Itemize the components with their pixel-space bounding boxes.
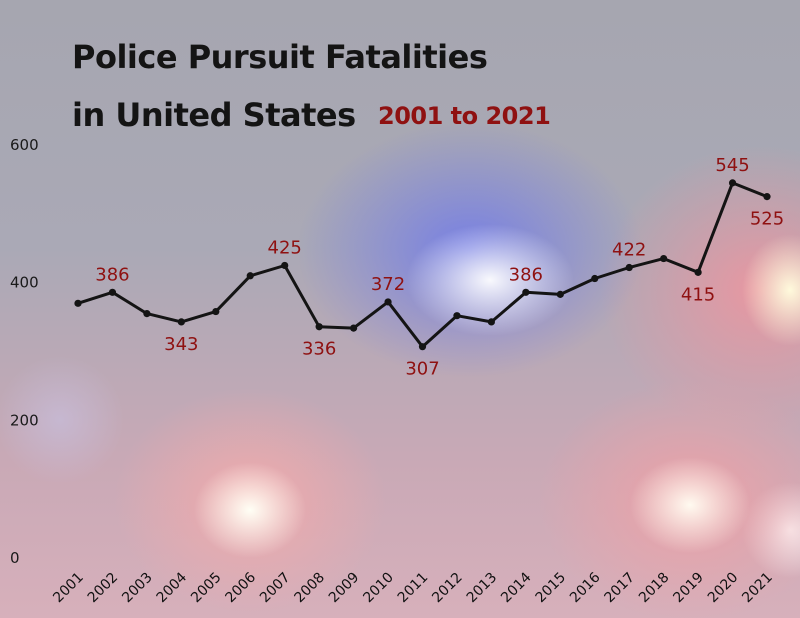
data-point: [660, 254, 668, 263]
x-tick-label: 2014: [498, 569, 535, 606]
data-label: 372: [371, 274, 405, 295]
data-point: [694, 268, 702, 276]
chart-title-line1: Police Pursuit Fatalities: [72, 38, 488, 76]
data-point: [384, 298, 392, 306]
data-label: 545: [715, 155, 749, 176]
data-point: [281, 261, 289, 270]
x-tick-label: 2009: [326, 570, 363, 607]
x-tick-label: 2016: [567, 569, 604, 606]
data-point: [763, 193, 771, 201]
x-tick-label: 2003: [119, 570, 156, 607]
data-point: [212, 307, 220, 316]
y-tick-label: 0: [10, 549, 20, 567]
y-tick-label: 200: [10, 411, 39, 429]
x-tick-label: 2020: [705, 570, 742, 607]
x-tick-label: 2010: [360, 570, 397, 607]
y-tick-label: 600: [10, 136, 39, 154]
data-point: [108, 288, 117, 296]
x-tick-label: 2019: [670, 570, 707, 607]
x-tick-label: 2017: [602, 570, 639, 607]
data-label: 386: [95, 264, 129, 285]
data-point: [728, 179, 737, 187]
chart-title-line2: in United States: [72, 96, 356, 134]
x-tick-label: 2018: [636, 570, 673, 607]
data-label: 343: [164, 334, 198, 355]
x-tick-label: 2021: [739, 570, 776, 607]
data-label: 336: [302, 339, 336, 360]
x-tick-label: 2001: [50, 570, 87, 607]
data-label: 307: [405, 359, 439, 380]
x-tick-label: 2012: [429, 570, 466, 607]
data-label: 386: [509, 264, 543, 285]
x-tick-label: 2004: [154, 569, 191, 606]
x-tick-label: 2007: [257, 570, 294, 607]
data-point: [143, 310, 151, 318]
data-label: 525: [750, 209, 784, 230]
data-point: [591, 274, 599, 283]
y-tick-label: 400: [10, 274, 39, 292]
data-label: 422: [612, 240, 646, 261]
data-label: 415: [681, 284, 715, 305]
data-point: [315, 323, 323, 331]
data-point: [418, 343, 427, 351]
data-point: [246, 272, 254, 280]
data-point: [74, 299, 82, 307]
x-tick-label: 2008: [291, 570, 328, 607]
x-tick-label: 2002: [85, 570, 122, 607]
data-point: [625, 263, 633, 272]
data-labels: 386 343 425 336 372 307 386 422 415 545 525: [95, 155, 784, 380]
data-point: [487, 318, 495, 326]
y-axis: 0 200 400 600: [10, 136, 39, 567]
data-point: [453, 312, 461, 320]
data-point: [556, 290, 564, 298]
x-tick-label: 2015: [533, 570, 570, 607]
x-tick-label: 2013: [464, 570, 501, 607]
chart-subtitle: 2001 to 2021: [378, 102, 551, 130]
x-axis: 2001200220032004200520062007200820092010…: [50, 569, 776, 606]
data-label: 425: [268, 237, 302, 258]
data-point: [177, 318, 185, 326]
x-tick-label: 2005: [188, 570, 225, 607]
x-tick-label: 2006: [223, 569, 260, 606]
x-tick-label: 2011: [395, 570, 432, 607]
data-point: [350, 324, 358, 332]
series-fatalities: [74, 179, 771, 351]
data-point: [522, 288, 530, 296]
